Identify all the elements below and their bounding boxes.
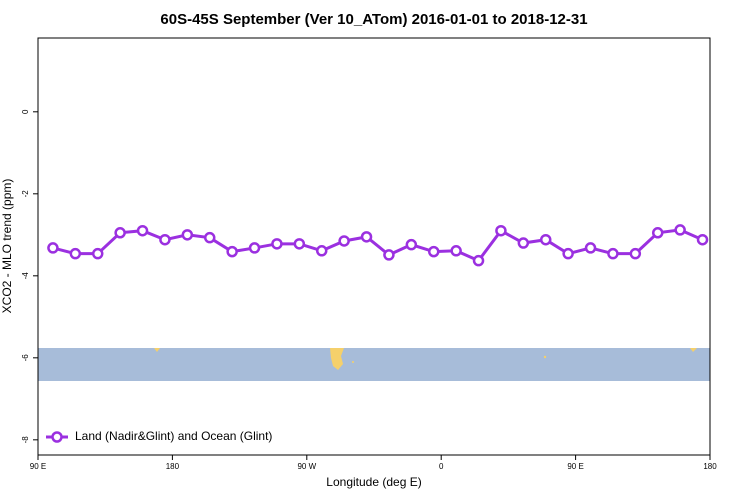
data-point — [562, 247, 574, 260]
y-tick-label: -6 — [21, 354, 30, 362]
data-point — [651, 227, 664, 239]
y-tick-label: 0 — [21, 109, 30, 114]
data-point — [539, 233, 552, 246]
data-point — [293, 238, 306, 250]
data-point — [405, 238, 418, 251]
data-point — [181, 229, 194, 241]
map-strip — [38, 348, 710, 381]
land-patch — [154, 348, 160, 352]
data-point — [47, 242, 59, 254]
data-point — [674, 224, 686, 236]
series-line — [52, 228, 704, 263]
x-tick-label: 180 — [703, 462, 717, 471]
x-axis-label: Longitude (deg E) — [326, 475, 421, 489]
y-tick-label: -8 — [21, 436, 30, 444]
data-point — [517, 237, 530, 249]
x-tick-label: 90 E — [567, 462, 583, 471]
x-tick-label: 0 — [439, 462, 444, 471]
y-tick-label: -2 — [21, 190, 30, 198]
data-point — [248, 242, 261, 254]
data-point — [383, 249, 395, 261]
data-point — [136, 224, 149, 237]
data-point — [696, 233, 709, 246]
data-point — [69, 247, 82, 260]
data-point — [629, 247, 642, 260]
ocean-band — [38, 348, 710, 381]
data-point — [427, 245, 440, 258]
data-point — [91, 247, 104, 260]
data-point — [607, 247, 619, 260]
data-point — [226, 245, 238, 258]
data-point — [203, 231, 216, 244]
data-point — [114, 227, 126, 239]
chart-title: 60S-45S September (Ver 10_ATom) 2016-01-… — [160, 11, 587, 28]
data-point — [495, 224, 507, 237]
data-point — [450, 245, 462, 257]
land-patch — [543, 355, 547, 359]
land-patch — [352, 361, 354, 363]
data-point — [584, 242, 597, 254]
data-point — [271, 238, 283, 250]
data-point — [315, 245, 328, 257]
data-point — [360, 231, 373, 243]
data-point — [159, 233, 171, 246]
y-axis-label: XCO2 - MLO trend (ppm) — [0, 179, 14, 314]
y-tick-label: -4 — [21, 272, 30, 280]
data-point — [338, 235, 350, 247]
plot-frame — [37, 37, 711, 456]
land-patch — [330, 348, 344, 370]
x-tick-label: 90 E — [30, 462, 46, 471]
legend-marker — [51, 431, 63, 443]
x-tick-label: 180 — [166, 462, 180, 471]
data-point — [472, 254, 485, 267]
legend-label: Land (Nadir&Glint) and Ocean (Glint) — [75, 429, 272, 443]
x-tick-label: 90 W — [297, 462, 316, 471]
land-patch — [690, 348, 697, 352]
